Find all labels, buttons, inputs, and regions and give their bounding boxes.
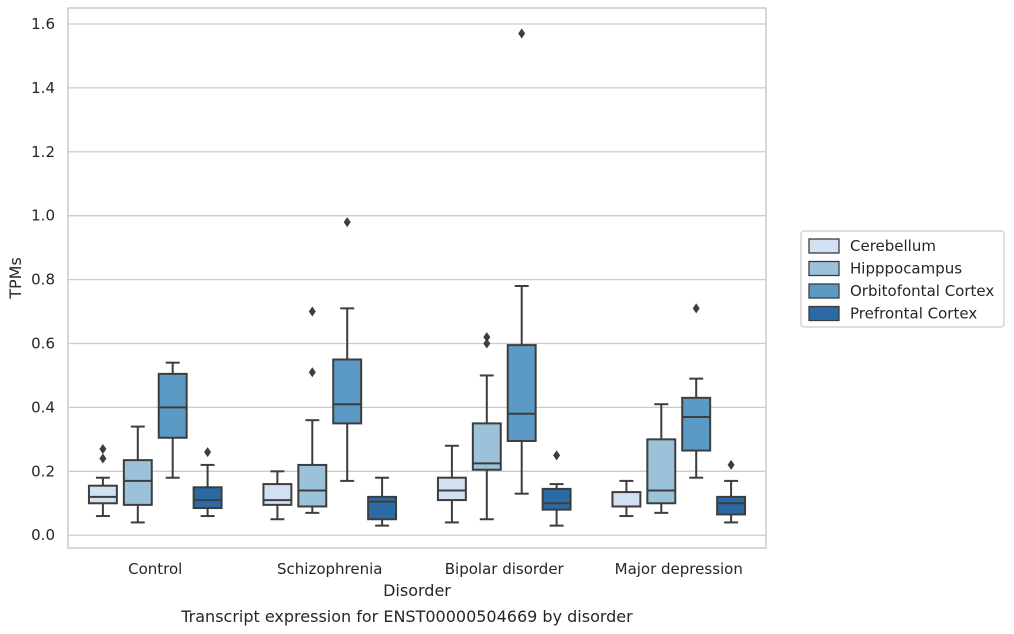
box-hipppocampus (471, 332, 502, 521)
legend-swatch (808, 305, 840, 322)
y-tick-label: 1.6 (31, 15, 55, 33)
box-prefrontal-cortex (192, 447, 223, 518)
box-hipppocampus (646, 403, 677, 514)
box-cerebellum (262, 470, 293, 521)
legend-frame (800, 230, 1005, 328)
box-prefrontal-cortex (367, 476, 398, 527)
outlier-point (308, 367, 316, 378)
outlier-point (727, 459, 735, 470)
box-orbitofontal-cortex (332, 217, 363, 482)
box-iqr (122, 459, 153, 506)
box-orbitofontal-cortex (157, 361, 188, 479)
y-tick-labels: 0.0 0.2 0.4 0.6 0.8 1.0 1.2 1.4 1.6 (31, 15, 55, 544)
legend-swatch (808, 260, 840, 277)
box-iqr (332, 358, 363, 425)
x-tick-label: Control (128, 560, 182, 578)
box-iqr (367, 495, 398, 521)
x-tick-label: Schizophrenia (277, 560, 382, 578)
y-axis-label: TPMs (6, 257, 25, 300)
legend-label: Cerebellum (850, 237, 936, 255)
box-prefrontal-cortex (716, 459, 747, 524)
legend-label: Prefrontal Cortex (850, 305, 977, 323)
y-tick-label: 0.6 (31, 335, 55, 353)
legend: Cerebellum Hipppocampus Orbitofontal Corte… (800, 230, 1005, 328)
box-iqr (646, 438, 677, 505)
box-iqr (436, 476, 467, 502)
outlier-point (99, 443, 107, 454)
x-axis-label: Disorder (383, 581, 451, 600)
outlier-point (553, 450, 561, 461)
box-cerebellum (87, 443, 118, 518)
outlier-point (483, 338, 491, 349)
box-iqr (611, 491, 642, 508)
y-tick-label: 1.0 (31, 207, 55, 225)
box-iqr (297, 463, 328, 508)
outlier-point (692, 303, 700, 314)
box-iqr (716, 495, 747, 516)
outlier-point (99, 453, 107, 464)
x-tick-label: Major depression (615, 560, 743, 578)
y-tick-label: 0.8 (31, 271, 55, 289)
box-iqr (541, 487, 572, 511)
outlier-point (343, 217, 351, 228)
box-iqr (471, 422, 502, 471)
y-tick-label: 0.4 (31, 398, 55, 416)
x-tick-label: Bipolar disorder (445, 560, 565, 578)
box-hipppocampus (297, 306, 328, 514)
legend-label: Hipppocampus (850, 260, 962, 278)
y-tick-label: 0.2 (31, 462, 55, 480)
box-cerebellum (611, 479, 642, 518)
legend-label: Orbitofontal Cortex (850, 282, 994, 300)
box-iqr (262, 483, 293, 506)
chart-caption: Transcript expression for ENST0000050466… (180, 607, 633, 626)
legend-swatch (808, 238, 840, 254)
box-series (87, 28, 747, 527)
outlier-point (483, 332, 491, 343)
box-iqr (87, 484, 118, 505)
y-tick-label: 1.4 (31, 79, 55, 97)
box-orbitofontal-cortex (506, 28, 537, 495)
box-iqr (157, 372, 188, 439)
y-tick-label: 1.2 (31, 143, 55, 161)
box-orbitofontal-cortex (681, 303, 712, 479)
outlier-point (204, 447, 212, 458)
box-hipppocampus (122, 425, 153, 524)
box-cerebellum (436, 444, 467, 524)
box-iqr (506, 344, 537, 442)
outlier-point (308, 306, 316, 317)
x-tick-labels: Control Schizophrenia Bipolar disorder Majo… (128, 560, 743, 578)
outlier-point (518, 28, 526, 39)
legend-swatch (808, 283, 840, 299)
box-prefrontal-cortex (541, 450, 572, 527)
plot-frame (67, 7, 767, 549)
y-tick-label: 0.0 (31, 526, 55, 544)
box-iqr (681, 396, 712, 452)
box-iqr (192, 486, 223, 510)
